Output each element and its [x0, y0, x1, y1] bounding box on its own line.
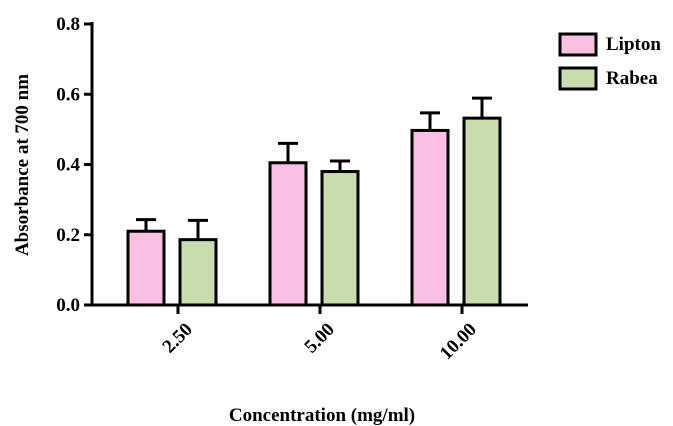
x-axis-title: Concentration (mg/ml)	[229, 405, 415, 426]
legend-label: Rabea	[606, 68, 658, 89]
y-tick-label: 0.6	[56, 84, 80, 105]
legend-swatch	[558, 32, 598, 57]
y-axis: 0.0 0.2 0.4 0.6 0.8	[56, 14, 94, 316]
x-tick-label: 5.00	[301, 319, 339, 357]
bar	[268, 161, 308, 307]
plot-area	[126, 96, 502, 307]
bar	[320, 170, 360, 307]
y-axis-title: Absorbance at 700 nm	[12, 74, 33, 256]
legend-swatch	[558, 66, 598, 91]
bar	[410, 128, 450, 307]
legend-label: Lipton	[606, 34, 661, 55]
legend: Lipton Rabea	[558, 32, 661, 91]
x-tick-label: 2.50	[159, 319, 197, 357]
bar	[462, 116, 502, 307]
x-axis: 2.50 5.00 10.00	[90, 303, 528, 364]
y-tick-label: 0.4	[56, 155, 80, 176]
y-tick-label: 0.2	[56, 225, 80, 246]
y-tick-label: 0.8	[56, 14, 80, 35]
bar	[178, 238, 218, 307]
x-tick-label: 10.00	[436, 319, 481, 364]
y-tick-label: 0.0	[56, 295, 80, 316]
bar	[126, 229, 166, 307]
